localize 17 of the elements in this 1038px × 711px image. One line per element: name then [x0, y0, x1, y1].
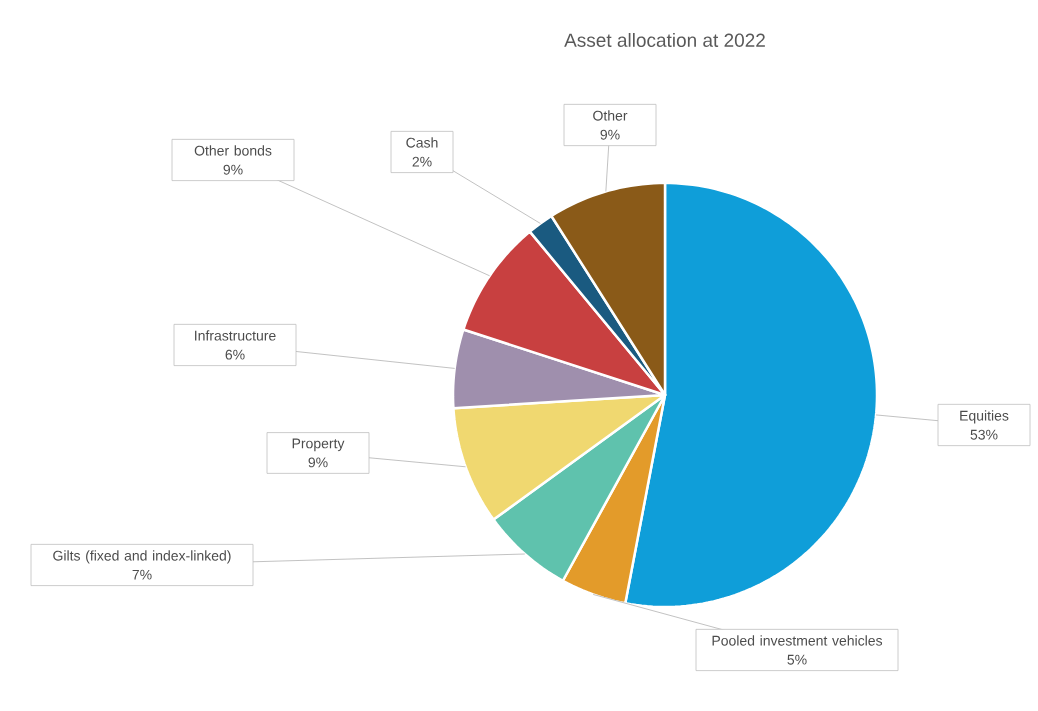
data-label: 53%: [970, 429, 998, 440]
slice-label: Property: [292, 438, 345, 452]
data-label: 2%: [412, 156, 432, 167]
data-label: 9%: [308, 457, 328, 468]
slice-label: Gilts (fixed and index-linked): [53, 550, 231, 564]
data-label: 7%: [132, 569, 152, 580]
data-label: 9%: [223, 164, 243, 175]
slice-label: Other: [593, 110, 628, 121]
data-label: 5%: [787, 654, 807, 665]
slice-label: Cash: [406, 137, 438, 148]
chart-title: Asset allocation at 2022: [564, 33, 765, 47]
data-label: 9%: [600, 129, 620, 140]
slice-label: Equities: [960, 410, 1009, 424]
slice-label: Pooled investment vehicles: [712, 635, 883, 646]
data-label: 6%: [225, 349, 245, 360]
slice-label: Infrastructure: [195, 330, 276, 341]
slice-label: Other bonds: [194, 145, 272, 156]
